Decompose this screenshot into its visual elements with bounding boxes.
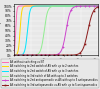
AS switching to 3rd switch of AS with up to 3 switches <box>97 6 99 7</box>
Legend: AS without switching vs NT, AS switching to 2nd switch of AS with up to 2 switch: AS without switching vs NT, AS switching… <box>1 59 99 88</box>
Line: AS switching to 3rd antispasmodic vs AS with up to 5 antispasmodics: AS switching to 3rd antispasmodic vs AS … <box>14 7 98 55</box>
Y-axis label: Probability: Probability <box>0 21 2 38</box>
AS switching to 2nd antispasmodic vs AS with up to 5 antispasmodics <box>63 44 64 45</box>
AS switching to 3rd antispasmodic vs AS with up to 5 antispasmodics <box>35 55 36 56</box>
AS switching to 2nd switch of AS with up to 3 switches <box>97 6 99 7</box>
AS switching to 3rd antispasmodic vs AS with up to 5 antispasmodics <box>63 55 64 56</box>
AS switching to 2nd switch of AS with up to 3 switches <box>28 17 30 18</box>
AS without switching vs NT <box>28 6 30 7</box>
AS switching to 3rd switch of AS with up to 3 switches <box>51 6 53 7</box>
AS switching to 2nd switch of AS with up to 2 switches <box>77 6 78 7</box>
AS without switching vs NT <box>13 52 15 53</box>
AS switching to 2nd switch of AS with up to 2 switches <box>97 6 99 7</box>
AS switching to 3rd switch of AS with up to 3 switches <box>77 6 78 7</box>
AS switching to 2nd switch of AS with up to 2 switches <box>52 6 53 7</box>
AS switching to 2nd switch of AS with up to 3 switches <box>13 55 15 56</box>
AS switching to 2nd switch of AS with up to 2 switches <box>70 6 71 7</box>
AS switching to 3rd antispasmodic vs AS with up to 5 antispasmodics <box>51 55 53 56</box>
AS switching to 3rd antispasmodic vs AS with up to 5 antispasmodics <box>77 54 78 55</box>
AS switching to 3rd antispasmodic vs AS with up to 5 antispasmodics <box>97 6 99 8</box>
AS switching to 2nd antispasmodic vs AS with up to 5 antispasmodics <box>28 55 30 56</box>
AS without switching vs NT <box>97 6 99 7</box>
Line: AS switching to 2nd switch of AS with up to 3 switches: AS switching to 2nd switch of AS with up… <box>14 6 98 55</box>
AS switching to 3rd switch of AS with up to 3 switches <box>28 55 30 56</box>
Line: AS switching to 2nd antispasmodic vs AS with up to 5 antispasmodics: AS switching to 2nd antispasmodic vs AS … <box>14 6 98 55</box>
AS switching to 2nd switch of AS with up to 3 switches <box>51 6 53 7</box>
AS switching to 2nd switch of AS with up to 3 switches <box>70 6 71 7</box>
AS switching to 3rd antispasmodic vs AS with up to 5 antispasmodics <box>28 55 30 56</box>
AS switching to 2nd antispasmodic vs AS with up to 5 antispasmodics <box>70 12 71 13</box>
AS switching to 3rd switch of AS with up to 3 switches <box>70 6 71 7</box>
AS without switching vs NT <box>77 6 78 7</box>
AS switching to 2nd switch of AS with up to 3 switches <box>35 6 36 7</box>
AS switching to 3rd switch of AS with up to 3 switches <box>63 6 64 7</box>
AS switching to 2nd switch of AS with up to 3 switches <box>71 6 72 7</box>
AS without switching vs NT <box>70 6 71 7</box>
AS switching to 2nd antispasmodic vs AS with up to 5 antispasmodics <box>35 55 36 56</box>
AS without switching vs NT <box>36 6 37 7</box>
AS switching to 2nd switch of AS with up to 3 switches <box>77 6 78 7</box>
AS without switching vs NT <box>52 6 53 7</box>
AS switching to 2nd switch of AS with up to 2 switches <box>63 6 64 7</box>
AS switching to 3rd switch of AS with up to 3 switches <box>35 54 36 55</box>
AS switching to 3rd antispasmodic vs AS with up to 5 antispasmodics <box>70 55 71 56</box>
AS switching to 2nd antispasmodic vs AS with up to 5 antispasmodics <box>77 6 78 7</box>
X-axis label: Cost per QALY Threshold: Cost per QALY Threshold <box>36 70 76 74</box>
AS switching to 2nd switch of AS with up to 2 switches <box>50 6 52 7</box>
AS switching to 2nd switch of AS with up to 3 switches <box>63 6 64 7</box>
AS switching to 2nd antispasmodic vs AS with up to 5 antispasmodics <box>13 55 15 56</box>
AS switching to 2nd antispasmodic vs AS with up to 5 antispasmodics <box>97 6 99 7</box>
Line: AS switching to 3rd switch of AS with up to 3 switches: AS switching to 3rd switch of AS with up… <box>14 6 98 55</box>
AS switching to 2nd switch of AS with up to 2 switches <box>28 6 30 7</box>
AS switching to 2nd switch of AS with up to 2 switches <box>35 6 36 7</box>
AS switching to 3rd antispasmodic vs AS with up to 5 antispasmodics <box>13 55 15 56</box>
Line: AS switching to 2nd switch of AS with up to 2 switches: AS switching to 2nd switch of AS with up… <box>14 6 98 55</box>
AS switching to 3rd switch of AS with up to 3 switches <box>13 55 15 56</box>
AS switching to 2nd switch of AS with up to 2 switches <box>13 55 15 56</box>
AS without switching vs NT <box>35 6 36 7</box>
AS without switching vs NT <box>63 6 64 7</box>
AS switching to 2nd antispasmodic vs AS with up to 5 antispasmodics <box>51 55 53 56</box>
Line: AS without switching vs NT: AS without switching vs NT <box>14 6 98 53</box>
